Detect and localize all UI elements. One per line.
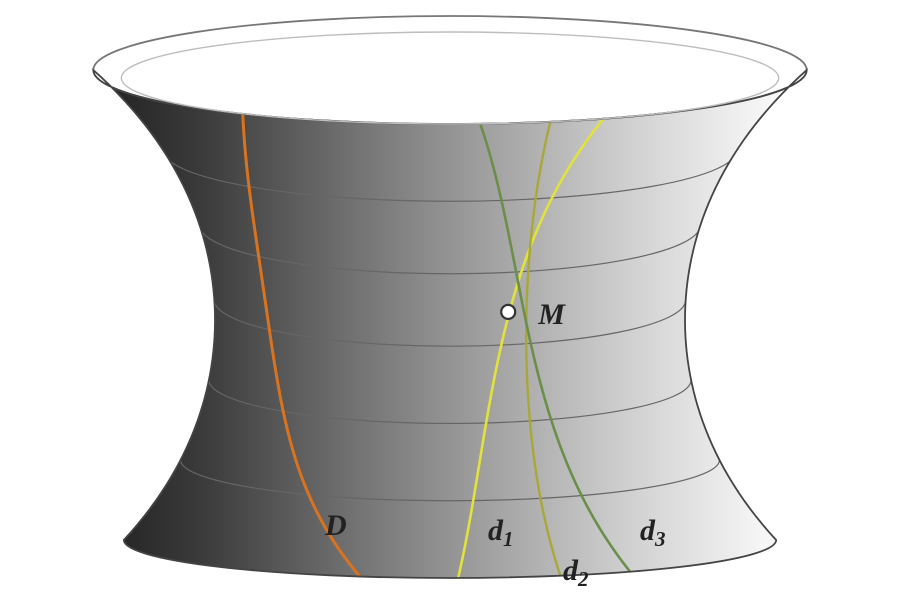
label-D: D — [324, 509, 347, 542]
hyperboloid-surface — [93, 70, 806, 578]
label-M: M — [537, 298, 566, 331]
hyperboloid-diagram: MDd1d2d3 — [0, 0, 900, 600]
point-m — [501, 305, 515, 319]
